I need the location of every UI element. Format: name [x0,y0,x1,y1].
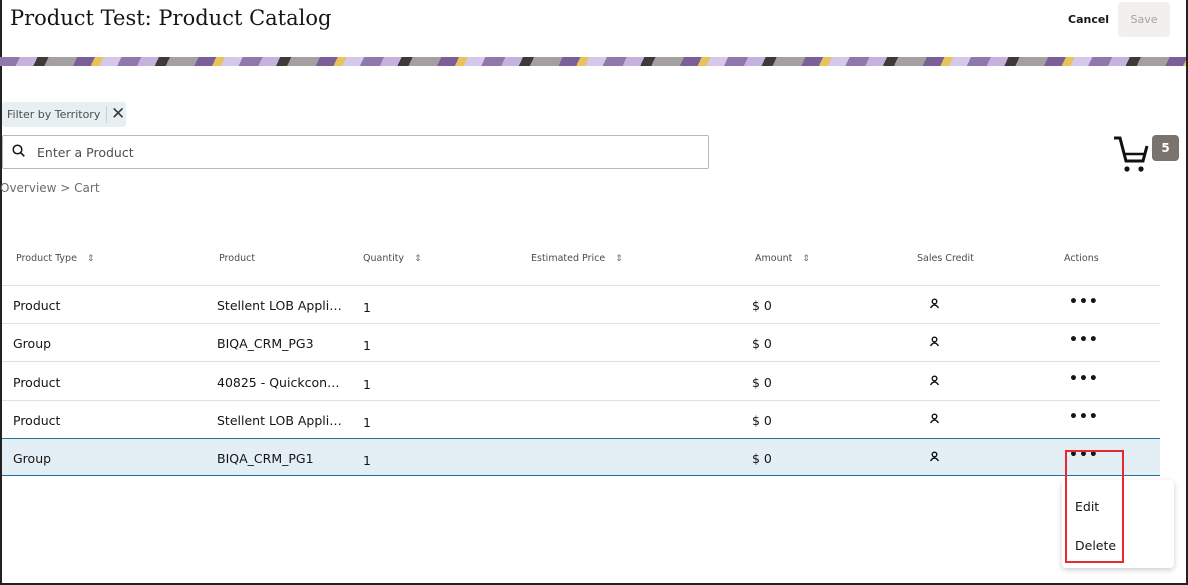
cell-product[interactable]: BIQA_CRM_PG1 [217,451,314,467]
column-header-sales-credit: Sales Credit [917,253,974,264]
actions-menu: Edit Delete [1062,480,1174,568]
more-actions-icon[interactable]: ••• [1069,332,1099,349]
sort-icon[interactable]: ⇕ [414,254,422,264]
cell-quantity: 1 [363,453,371,469]
column-label: Product Type [16,253,77,264]
more-actions-icon[interactable]: ••• [1069,408,1099,425]
column-header-quantity[interactable]: Quantity ⇕ [363,253,422,264]
search-input[interactable]: Enter a Product [2,135,709,169]
column-label: Sales Credit [917,253,974,264]
column-header-product: Product [219,253,255,264]
cell-product[interactable]: Stellent LOB Appli… [217,298,342,313]
person-icon[interactable] [929,374,940,389]
cell-quantity: 1 [363,414,371,430]
cell-amount: $ 0 [752,298,772,313]
cell-quantity: 1 [363,338,371,354]
menu-item-delete[interactable]: Delete [1075,538,1117,553]
cell-product[interactable]: 40825 - Quickcon… [217,374,340,390]
table-row[interactable]: Product Stellent LOB Appli… 1 $ 0 ••• [2,401,1160,439]
cell-product-type: Product [13,412,61,428]
cell-product-type: Group [13,336,52,352]
save-button[interactable]: Save [1118,2,1170,37]
sort-icon[interactable]: ⇕ [615,254,623,264]
cart-count-badge: 5 [1152,135,1179,161]
cart-icon[interactable] [1113,136,1149,174]
table-row[interactable]: Group BIQA_CRM_PG3 1 $ 0 ••• [2,324,1160,363]
cell-amount: $ 0 [752,374,772,390]
page-title: Product Test: Product Catalog [10,6,332,30]
cell-product-type: Group [13,451,52,467]
column-label: Quantity [363,253,405,264]
column-header-product-type[interactable]: Product Type ⇕ [16,253,94,264]
cancel-button[interactable]: Cancel [1068,13,1110,26]
menu-item-edit[interactable]: Edit [1075,499,1100,514]
header-divider [2,285,1160,286]
table-row[interactable]: Group BIQA_CRM_PG1 1 $ 0 ••• [2,438,1160,477]
person-icon[interactable] [929,412,940,427]
cell-amount: $ 0 [752,412,772,428]
column-header-actions: Actions [1064,253,1099,264]
column-header-estimated-price[interactable]: Estimated Price ⇕ [531,253,623,264]
breadcrumb[interactable]: Overview > Cart [0,181,100,195]
column-header-amount[interactable]: Amount ⇕ [755,253,810,264]
more-actions-icon[interactable]: ••• [1069,370,1099,387]
cell-amount: $ 0 [752,336,772,352]
filter-chip[interactable]: Filter by Territory ✕ [2,102,126,127]
close-icon[interactable]: ✕ [106,106,125,123]
filter-chip-label: Filter by Territory [7,108,101,121]
search-icon [12,144,25,157]
cell-quantity: 1 [363,300,371,315]
column-label: Product [219,253,256,264]
column-label: Actions [1064,253,1099,264]
search-placeholder: Enter a Product [37,145,134,160]
column-label: Estimated Price [531,253,606,264]
highlight-box [1065,450,1124,563]
cell-amount: $ 0 [752,451,772,467]
person-icon[interactable] [929,335,940,350]
sort-icon[interactable]: ⇕ [802,254,810,264]
person-icon[interactable] [929,297,940,312]
person-icon[interactable] [929,450,940,465]
cell-product[interactable]: Stellent LOB Appli… [217,412,342,428]
more-actions-icon[interactable]: ••• [1069,294,1099,310]
decorative-banner [0,57,1186,66]
cell-product-type: Product [13,374,61,390]
cell-product-type: Product [13,298,61,313]
cell-quantity: 1 [363,376,371,392]
cell-product[interactable]: BIQA_CRM_PG3 [217,336,314,352]
table-row[interactable]: Product Stellent LOB Appli… 1 $ 0 ••• [2,286,1160,324]
table-row[interactable]: Product 40825 - Quickcon… 1 $ 0 ••• [2,363,1160,401]
column-label: Amount [755,253,793,264]
sort-icon[interactable]: ⇕ [86,254,95,264]
